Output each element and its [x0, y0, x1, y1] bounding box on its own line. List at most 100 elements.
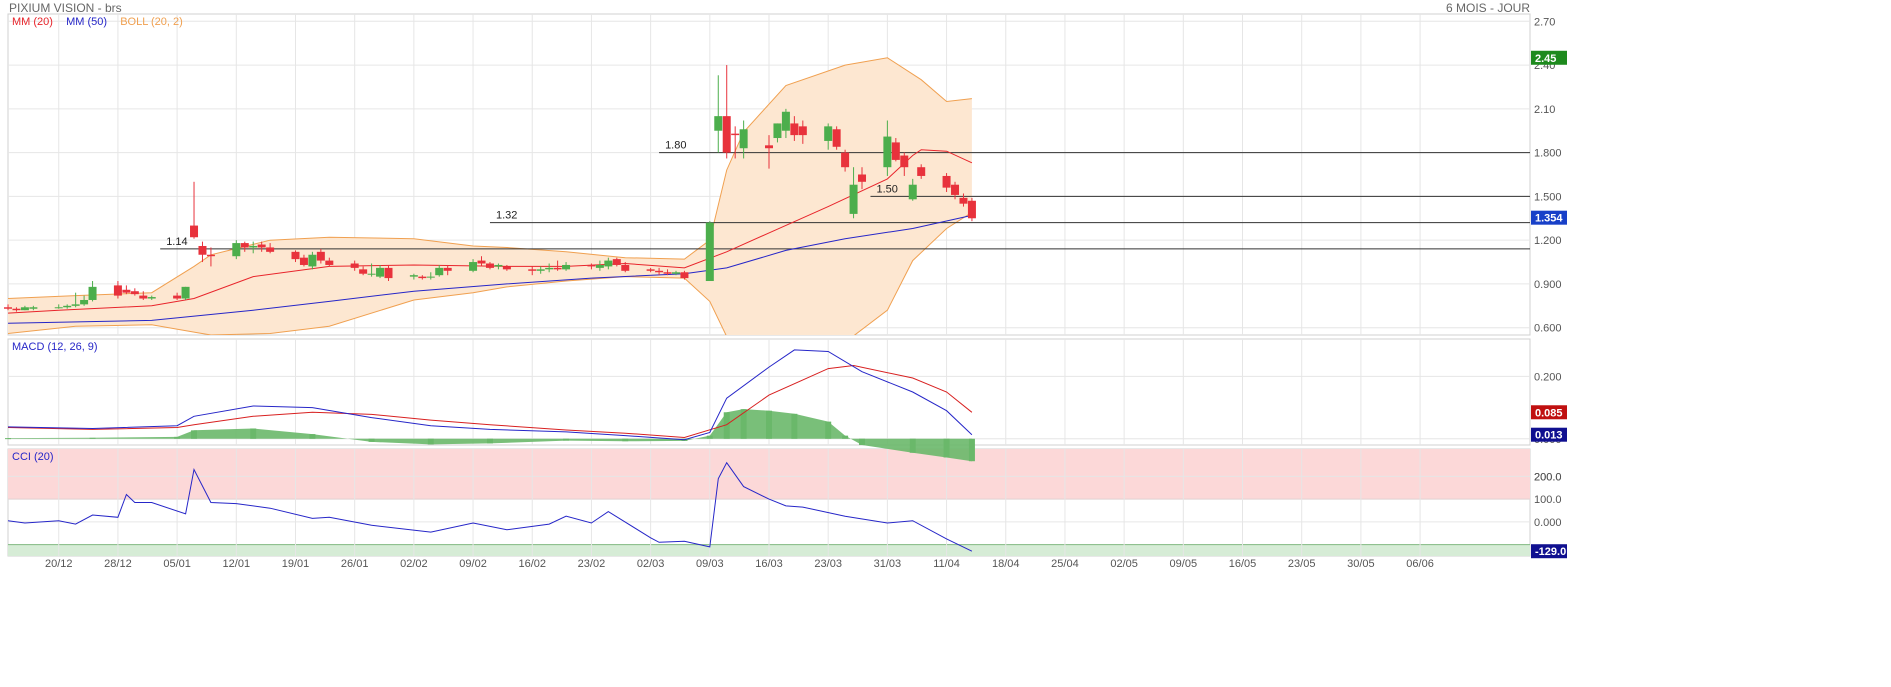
candle-down	[384, 267, 393, 279]
support-line-label: 1.14	[166, 236, 187, 248]
candle-down	[350, 263, 359, 268]
chart-period[interactable]: 6 MOIS - JOUR	[1445, 1, 1530, 15]
bollinger-lower-line	[8, 211, 973, 335]
candle-up	[824, 126, 833, 141]
mm50-line	[7, 214, 973, 324]
candle-down	[942, 175, 951, 188]
candle-down	[122, 289, 131, 293]
candle-up	[714, 116, 723, 131]
macd-line	[7, 349, 973, 441]
candle-down	[266, 247, 275, 252]
candle-down	[655, 270, 664, 273]
x-tick-label: 06/06	[1406, 558, 1434, 570]
x-tick-label: 19/01	[282, 558, 310, 570]
price-badge-text: 2.45	[1535, 53, 1556, 65]
x-tick-label: 02/05	[1110, 558, 1138, 570]
x-tick-label: 23/05	[1288, 558, 1316, 570]
x-tick-label: 26/01	[341, 558, 369, 570]
candle-down	[646, 269, 655, 271]
candle-up	[88, 286, 97, 300]
candle-up	[147, 297, 156, 299]
price-y-tick: 2.70	[1534, 16, 1555, 28]
candle-down	[299, 257, 308, 265]
candle-up	[562, 264, 571, 270]
cci-legend: CCI (20)	[12, 451, 54, 463]
candle-up	[595, 264, 604, 268]
candle-down	[240, 243, 249, 248]
macd-signal-line	[7, 364, 973, 439]
legend-entry: MM (20)	[12, 16, 53, 28]
candle-down	[316, 251, 325, 261]
price-y-tick: 0.900	[1534, 279, 1562, 291]
candle-down	[12, 308, 21, 311]
candle-up	[409, 275, 418, 277]
candle-up	[705, 222, 714, 282]
bollinger-band-area	[8, 57, 972, 335]
x-tick-label: 31/03	[874, 558, 902, 570]
candle-up	[308, 254, 317, 267]
price-badge-text: 1.354	[1535, 213, 1563, 225]
candle-up	[494, 264, 503, 267]
candle-down	[291, 251, 300, 260]
candle-up	[71, 304, 80, 306]
candle-down	[967, 200, 976, 219]
candle-down	[257, 244, 266, 248]
macd-legend: MACD (12, 26, 9)	[12, 341, 98, 353]
candle-up	[426, 276, 435, 278]
x-tick-label: 16/02	[518, 558, 546, 570]
price-y-tick: 1.200	[1534, 235, 1562, 247]
candle-up	[232, 243, 241, 257]
price-y-tick: 0.600	[1534, 323, 1562, 335]
macd-badge-text: 0.085	[1535, 407, 1563, 419]
x-tick-label: 23/03	[814, 558, 842, 570]
price-badge	[1531, 50, 1567, 65]
candle-down	[359, 269, 368, 274]
candle-down	[173, 295, 182, 299]
candle-up	[54, 307, 63, 309]
candle-down	[798, 126, 807, 136]
candle-down	[731, 133, 740, 136]
candle-down	[951, 184, 960, 195]
candle-down	[443, 267, 452, 271]
candle-up	[80, 299, 89, 305]
candle-down	[4, 307, 12, 309]
x-tick-label: 09/05	[1170, 558, 1198, 570]
candle-up	[367, 273, 376, 275]
macd-y-tick: 0.200	[1534, 371, 1562, 383]
x-tick-label: 30/05	[1347, 558, 1375, 570]
candle-down	[900, 155, 909, 168]
x-tick-label: 11/04	[933, 558, 960, 570]
x-tick-label: 20/12	[45, 558, 73, 570]
cci-badge	[1531, 544, 1567, 559]
cci-y-tick: 200.0	[1534, 471, 1562, 483]
candle-down	[917, 167, 926, 176]
candle-up	[376, 267, 385, 277]
x-tick-label: 16/03	[755, 558, 783, 570]
candle-down	[663, 272, 672, 274]
cci-y-tick: 100.0	[1534, 494, 1562, 506]
x-tick-label: 25/04	[1051, 558, 1079, 570]
candle-down	[765, 145, 773, 149]
candle-down	[528, 269, 537, 271]
legend-entry: MM (50)	[66, 16, 107, 28]
candle-down	[587, 264, 596, 267]
cci-line	[7, 461, 973, 552]
support-line-label: 1.80	[665, 140, 686, 152]
x-tick-label: 16/05	[1229, 558, 1257, 570]
legend-entry: BOLL (20, 2)	[120, 16, 183, 28]
candle-up	[469, 262, 478, 271]
macd-histogram-bar	[968, 438, 975, 462]
candle-down	[477, 260, 486, 264]
support-line-label: 1.32	[496, 210, 517, 222]
candle-up	[883, 136, 892, 168]
price-y-tick: 1.800	[1534, 148, 1562, 160]
x-tick-label: 18/04	[992, 558, 1020, 570]
x-tick-label: 02/02	[400, 558, 428, 570]
candle-down	[190, 225, 199, 238]
x-tick-label: 02/03	[637, 558, 665, 570]
candle-up	[671, 272, 680, 274]
x-tick-label: 05/01	[163, 558, 191, 570]
candle-down	[206, 254, 215, 257]
